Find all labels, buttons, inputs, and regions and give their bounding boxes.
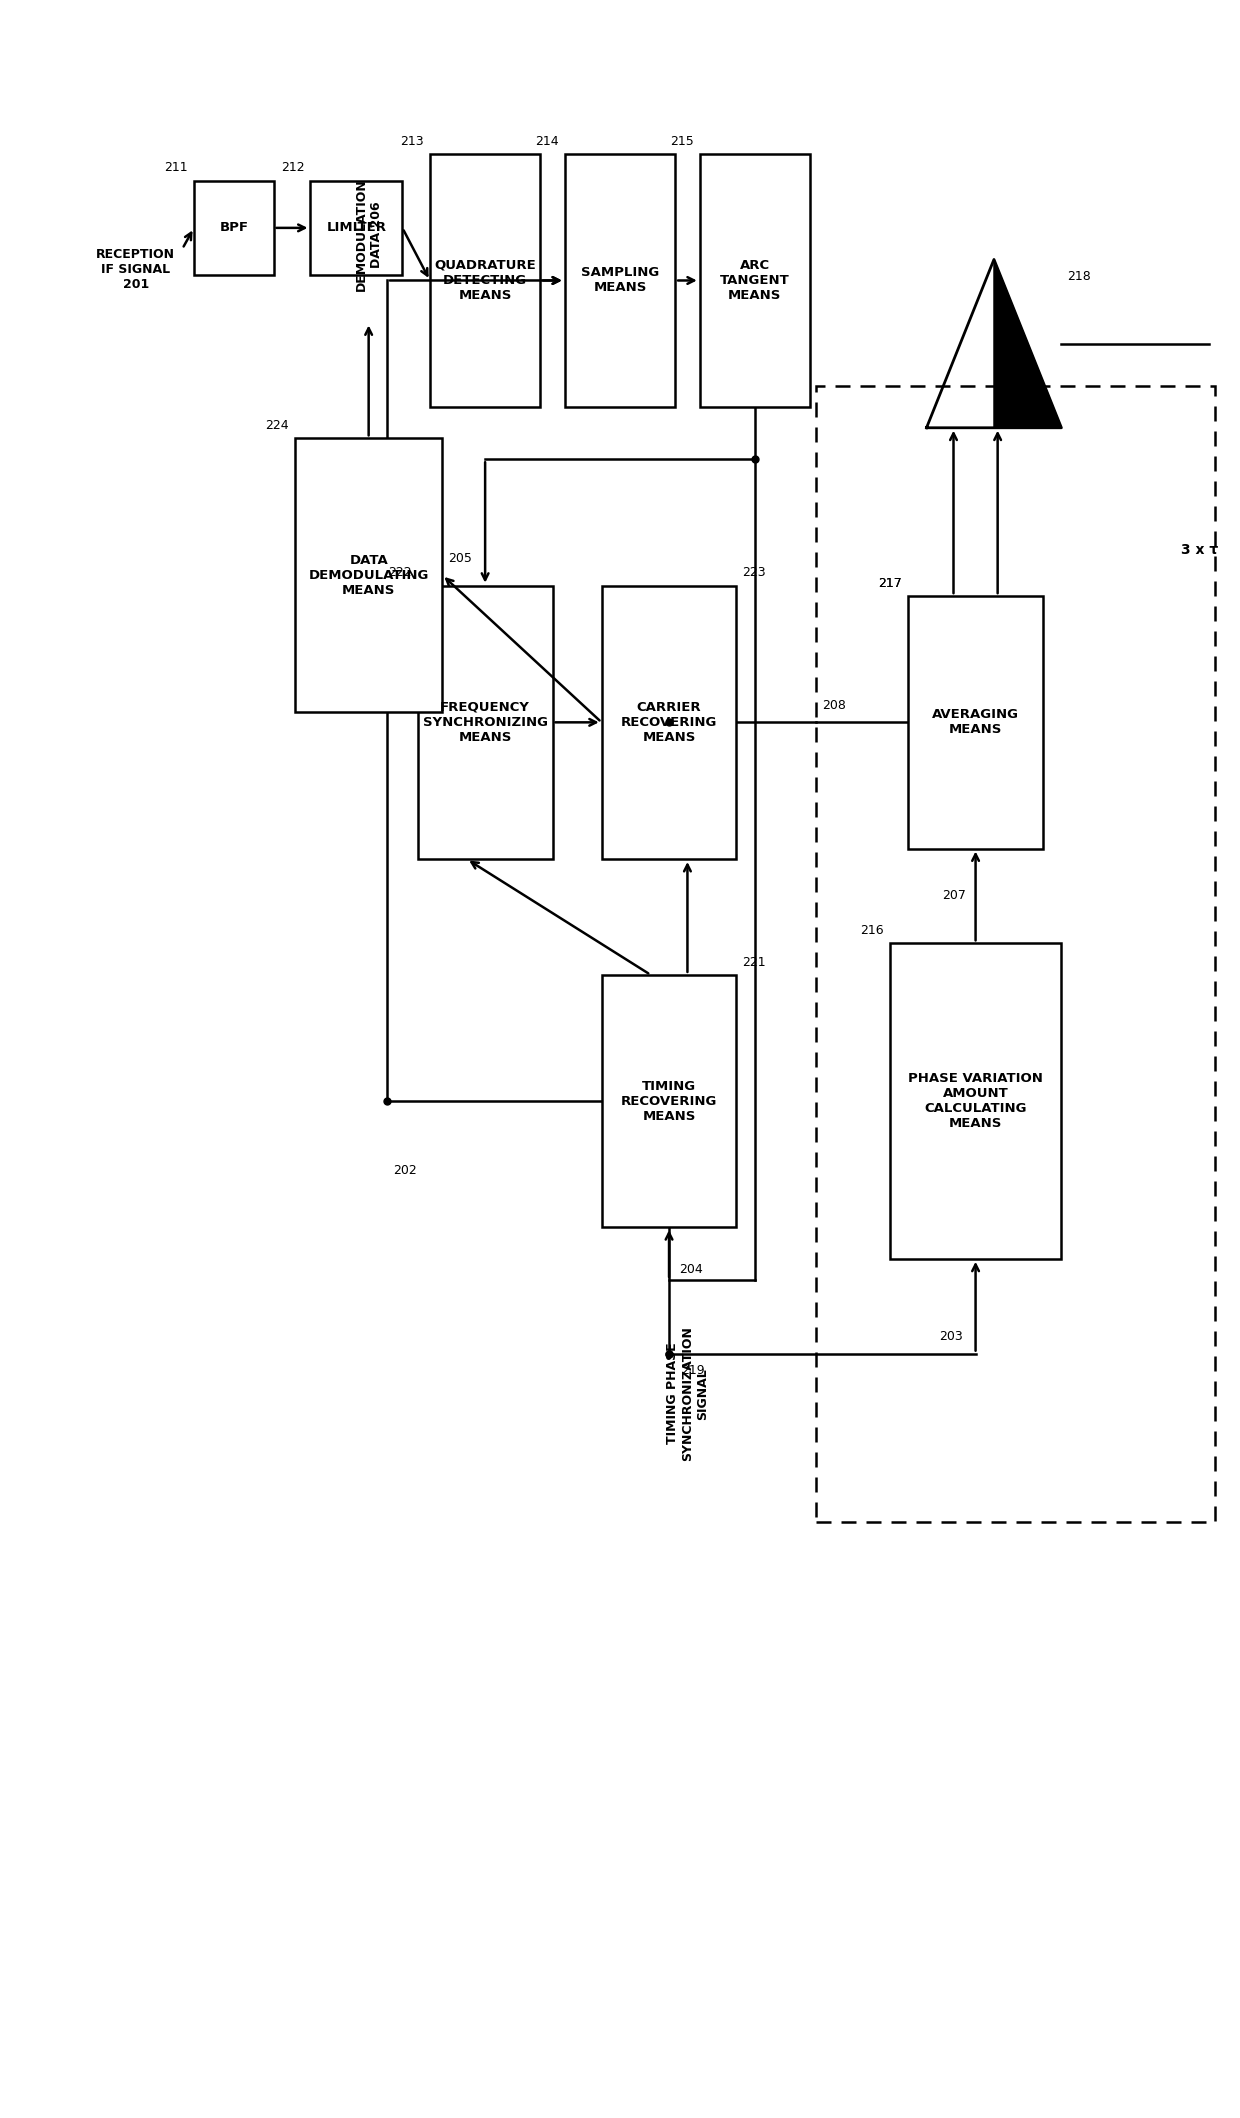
Text: 224: 224 xyxy=(265,419,289,432)
Bar xyxy=(601,585,737,860)
Text: DATA
DEMODULATING
MEANS: DATA DEMODULATING MEANS xyxy=(309,553,429,597)
Text: 204: 204 xyxy=(678,1262,703,1275)
Text: CARRIER
RECOVERING
MEANS: CARRIER RECOVERING MEANS xyxy=(621,701,717,743)
Bar xyxy=(601,974,737,1226)
Text: 214: 214 xyxy=(536,136,559,148)
Text: FREQUENCY
SYNCHRONIZING
MEANS: FREQUENCY SYNCHRONIZING MEANS xyxy=(423,701,548,743)
Text: BPF: BPF xyxy=(219,222,248,235)
Text: 203: 203 xyxy=(940,1330,963,1343)
Text: 202: 202 xyxy=(393,1165,417,1178)
Text: 216: 216 xyxy=(861,923,884,936)
Bar xyxy=(430,155,541,407)
Text: 205: 205 xyxy=(449,551,472,566)
Text: RECEPTION
IF SIGNAL
201: RECEPTION IF SIGNAL 201 xyxy=(97,248,175,292)
Bar xyxy=(816,385,1215,1523)
Text: 219: 219 xyxy=(681,1364,704,1377)
Text: 223: 223 xyxy=(743,566,766,578)
Text: 217: 217 xyxy=(878,576,901,589)
Text: LIMITER: LIMITER xyxy=(326,222,387,235)
Text: 212: 212 xyxy=(280,161,304,174)
Bar xyxy=(890,943,1061,1258)
Text: ARC
TANGENT
MEANS: ARC TANGENT MEANS xyxy=(720,258,790,303)
Bar xyxy=(908,595,1043,849)
Text: 213: 213 xyxy=(401,136,424,148)
Bar xyxy=(193,180,274,275)
Text: 211: 211 xyxy=(164,161,187,174)
Bar xyxy=(310,180,402,275)
Text: 207: 207 xyxy=(942,890,966,902)
Text: TIMING
RECOVERING
MEANS: TIMING RECOVERING MEANS xyxy=(621,1080,717,1123)
Text: PHASE VARIATION
AMOUNT
CALCULATING
MEANS: PHASE VARIATION AMOUNT CALCULATING MEANS xyxy=(908,1072,1043,1131)
Text: QUADRATURE
DETECTING
MEANS: QUADRATURE DETECTING MEANS xyxy=(434,258,536,303)
Text: 3 x τ: 3 x τ xyxy=(1180,542,1219,557)
Text: 222: 222 xyxy=(388,566,412,578)
Text: TIMING PHASE
SYNCHRONIZATION
SIGNAL: TIMING PHASE SYNCHRONIZATION SIGNAL xyxy=(666,1326,709,1461)
Bar xyxy=(699,155,810,407)
Text: 208: 208 xyxy=(822,699,846,712)
Bar xyxy=(418,585,553,860)
Text: SAMPLING
MEANS: SAMPLING MEANS xyxy=(580,267,660,294)
Text: AVERAGING
MEANS: AVERAGING MEANS xyxy=(932,707,1019,737)
Text: 221: 221 xyxy=(743,955,766,968)
Text: 218: 218 xyxy=(1068,269,1091,284)
Bar xyxy=(565,155,675,407)
Text: 217: 217 xyxy=(878,576,901,589)
Text: 215: 215 xyxy=(670,136,693,148)
Polygon shape xyxy=(994,258,1061,428)
Bar xyxy=(295,438,443,712)
Text: DEMODULATION
DATA 206: DEMODULATION DATA 206 xyxy=(355,178,383,290)
